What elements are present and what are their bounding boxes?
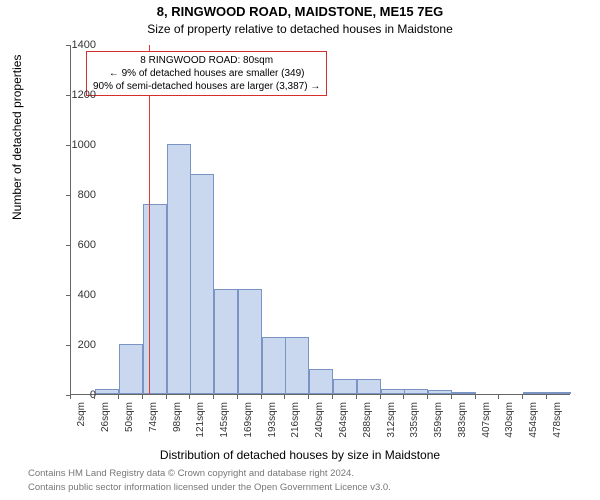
annotation-box: 8 RINGWOOD ROAD: 80sqm ← 9% of detached … xyxy=(86,51,327,96)
x-tick-label: 478sqm xyxy=(552,402,563,452)
x-tick-label: 264sqm xyxy=(338,402,349,452)
histogram-bar xyxy=(452,392,476,394)
x-tick-mark xyxy=(166,395,167,399)
x-tick-label: 50sqm xyxy=(124,402,135,452)
x-tick-label: 288sqm xyxy=(362,402,373,452)
x-tick-mark xyxy=(70,395,71,399)
x-tick-label: 335sqm xyxy=(409,402,420,452)
y-tick-label: 200 xyxy=(46,339,96,351)
chart-container: 8, RINGWOOD ROAD, MAIDSTONE, ME15 7EG Si… xyxy=(0,0,600,500)
x-tick-mark xyxy=(189,395,190,399)
x-tick-label: 216sqm xyxy=(290,402,301,452)
x-tick-mark xyxy=(380,395,381,399)
reference-line xyxy=(149,45,150,394)
y-tick-mark xyxy=(66,295,70,296)
x-tick-mark xyxy=(213,395,214,399)
y-tick-label: 1000 xyxy=(46,139,96,151)
x-tick-mark xyxy=(237,395,238,399)
x-tick-mark xyxy=(261,395,262,399)
x-tick-label: 74sqm xyxy=(148,402,159,452)
y-tick-label: 400 xyxy=(46,289,96,301)
x-tick-label: 359sqm xyxy=(433,402,444,452)
x-axis-label: Distribution of detached houses by size … xyxy=(0,448,600,462)
x-tick-mark xyxy=(427,395,428,399)
x-tick-mark xyxy=(403,395,404,399)
x-tick-mark xyxy=(308,395,309,399)
x-tick-mark xyxy=(498,395,499,399)
x-tick-mark xyxy=(142,395,143,399)
x-tick-label: 454sqm xyxy=(528,402,539,452)
histogram-bar xyxy=(428,390,452,394)
x-tick-label: 193sqm xyxy=(267,402,278,452)
y-tick-label: 800 xyxy=(46,189,96,201)
histogram-bar xyxy=(238,289,262,394)
histogram-bar xyxy=(214,289,238,394)
histogram-bar xyxy=(167,144,191,394)
annotation-line-1: 8 RINGWOOD ROAD: 80sqm xyxy=(93,54,320,67)
x-tick-label: 407sqm xyxy=(481,402,492,452)
histogram-bar xyxy=(95,389,119,394)
x-tick-label: 312sqm xyxy=(386,402,397,452)
histogram-bar xyxy=(523,392,547,394)
y-tick-label: 600 xyxy=(46,239,96,251)
x-tick-mark xyxy=(94,395,95,399)
x-tick-label: 98sqm xyxy=(172,402,183,452)
y-axis-label: Number of detached properties xyxy=(10,55,24,220)
x-tick-mark xyxy=(451,395,452,399)
x-tick-label: 121sqm xyxy=(195,402,206,452)
histogram-bar xyxy=(190,174,214,394)
chart-title-sub: Size of property relative to detached ho… xyxy=(0,22,600,36)
annotation-line-3: 90% of semi-detached houses are larger (… xyxy=(93,80,320,93)
y-tick-mark xyxy=(66,95,70,96)
y-tick-mark xyxy=(66,345,70,346)
histogram-bar xyxy=(262,337,286,395)
x-tick-mark xyxy=(475,395,476,399)
y-tick-mark xyxy=(66,195,70,196)
histogram-bar xyxy=(547,392,571,394)
x-tick-mark xyxy=(546,395,547,399)
histogram-bar xyxy=(309,369,333,394)
footer-line-1: Contains HM Land Registry data © Crown c… xyxy=(28,468,354,479)
histogram-bar xyxy=(143,204,167,394)
x-tick-mark xyxy=(356,395,357,399)
y-tick-mark xyxy=(66,45,70,46)
footer-line-2: Contains public sector information licen… xyxy=(28,482,391,493)
y-tick-mark xyxy=(66,245,70,246)
x-tick-label: 240sqm xyxy=(314,402,325,452)
x-tick-label: 2sqm xyxy=(76,402,87,452)
histogram-bar xyxy=(381,389,405,394)
x-tick-mark xyxy=(522,395,523,399)
histogram-bar xyxy=(357,379,381,394)
chart-title-main: 8, RINGWOOD ROAD, MAIDSTONE, ME15 7EG xyxy=(0,4,600,19)
bars-group xyxy=(71,45,570,394)
x-tick-label: 145sqm xyxy=(219,402,230,452)
x-tick-label: 430sqm xyxy=(504,402,515,452)
y-tick-mark xyxy=(66,145,70,146)
histogram-bar xyxy=(404,389,428,394)
x-tick-label: 383sqm xyxy=(457,402,468,452)
annotation-line-2: ← 9% of detached houses are smaller (349… xyxy=(93,67,320,80)
x-tick-mark xyxy=(332,395,333,399)
histogram-bar xyxy=(333,379,357,394)
x-tick-mark xyxy=(284,395,285,399)
x-tick-label: 26sqm xyxy=(100,402,111,452)
x-tick-label: 169sqm xyxy=(243,402,254,452)
y-tick-label: 1200 xyxy=(46,89,96,101)
x-tick-mark xyxy=(118,395,119,399)
y-tick-label: 0 xyxy=(46,389,96,401)
y-tick-label: 1400 xyxy=(46,39,96,51)
histogram-bar xyxy=(285,337,309,395)
histogram-bar xyxy=(119,344,143,394)
chart-plot-area: 8 RINGWOOD ROAD: 80sqm ← 9% of detached … xyxy=(70,45,570,395)
